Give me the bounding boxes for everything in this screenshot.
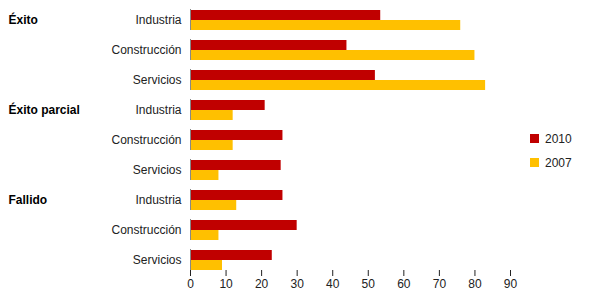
svg-text:Construcción: Construcción xyxy=(111,223,181,237)
svg-text:30: 30 xyxy=(290,277,304,291)
svg-text:Construcción: Construcción xyxy=(111,133,181,147)
svg-text:Éxito parcial: Éxito parcial xyxy=(9,102,80,117)
svg-text:60: 60 xyxy=(397,277,411,291)
html-text:2007: 2007 xyxy=(545,155,572,170)
svg-text:50: 50 xyxy=(362,277,376,291)
svg-text:70: 70 xyxy=(433,277,447,291)
svg-text:90: 90 xyxy=(504,277,518,291)
svg-text:Fallido: Fallido xyxy=(9,193,48,207)
svg-text:10: 10 xyxy=(219,277,233,291)
svg-text:0: 0 xyxy=(187,277,194,291)
svg-text:Construcción: Construcción xyxy=(111,43,181,57)
svg-text:20: 20 xyxy=(255,277,269,291)
svg-text:Industria: Industria xyxy=(135,13,181,27)
svg-text:Servicios: Servicios xyxy=(133,73,182,87)
svg-text:Éxito: Éxito xyxy=(9,12,38,27)
svg-text:40: 40 xyxy=(326,277,340,291)
svg-text:Industria: Industria xyxy=(135,193,181,207)
html-text:2010: 2010 xyxy=(545,131,572,146)
svg-text:Industria: Industria xyxy=(135,103,181,117)
svg-text:Servicios: Servicios xyxy=(133,163,182,177)
svg-text:Servicios: Servicios xyxy=(133,253,182,267)
svg-text:80: 80 xyxy=(468,277,482,291)
